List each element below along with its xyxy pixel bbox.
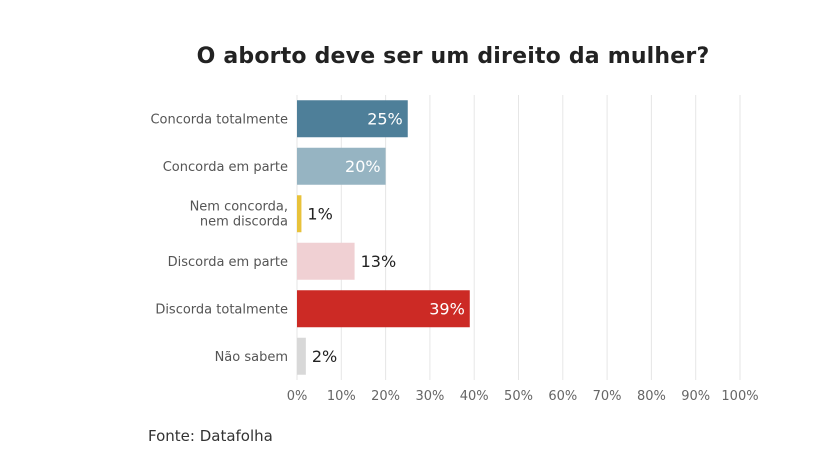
value-label: 13%	[361, 252, 397, 271]
bar	[297, 242, 355, 280]
x-tick-label: 50%	[504, 389, 533, 404]
chart-source: Fonte: Datafolha	[148, 427, 273, 445]
x-tick-label: 100%	[721, 389, 758, 404]
value-label: 1%	[307, 204, 332, 223]
x-tick-label: 40%	[460, 389, 489, 404]
category-label: Concorda totalmente	[150, 112, 288, 127]
x-tick-label: 10%	[327, 389, 356, 404]
bar	[297, 195, 302, 233]
bar	[297, 100, 408, 138]
x-tick-label: 20%	[371, 389, 400, 404]
category-label: Não sabem	[215, 350, 288, 365]
value-label: 2%	[312, 347, 337, 366]
x-tick-label: 70%	[593, 389, 622, 404]
x-tick-label: 30%	[415, 389, 444, 404]
bar	[297, 290, 470, 328]
category-label: Discorda em parte	[168, 255, 288, 270]
x-tick-label: 60%	[548, 389, 577, 404]
value-label: 39%	[429, 299, 465, 318]
value-label: 25%	[367, 109, 403, 128]
bar	[297, 147, 386, 185]
category-label: Discorda totalmente	[155, 302, 288, 317]
bar	[297, 337, 306, 375]
value-label: 20%	[345, 157, 381, 176]
x-tick-label: 80%	[637, 389, 666, 404]
x-tick-label: 90%	[681, 389, 710, 404]
category-label: Concorda em parte	[163, 160, 288, 175]
x-tick-label: 0%	[287, 389, 308, 404]
chart-title: O aborto deve ser um direito da mulher?	[196, 44, 710, 69]
category-label: Nem concorda, nem discorda	[190, 200, 288, 230]
